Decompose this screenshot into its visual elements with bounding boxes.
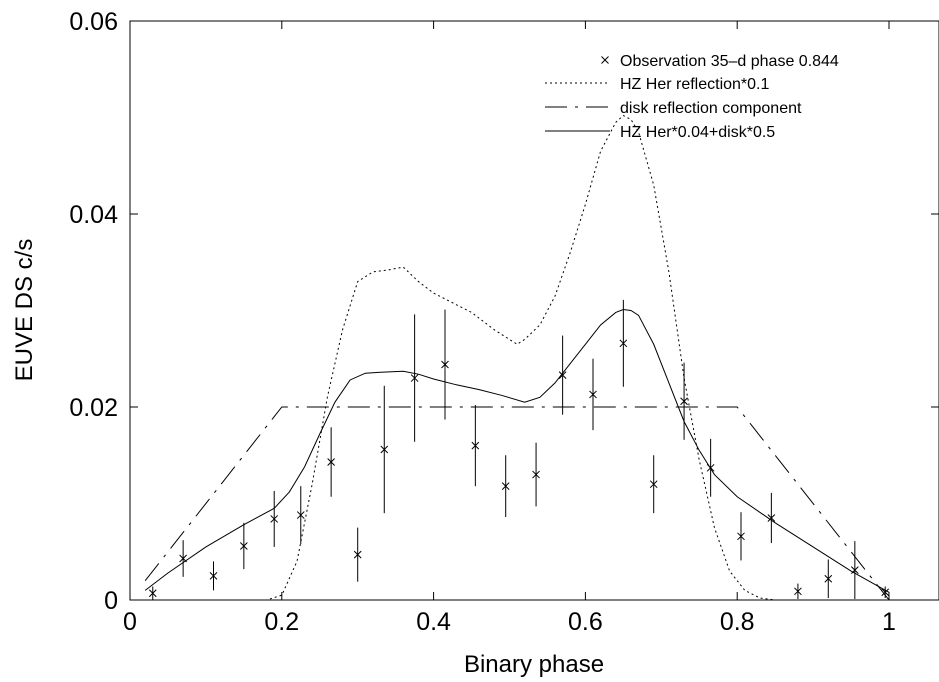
x-tick-label: 0.2 — [264, 608, 299, 636]
y-tick-label: 0.02 — [69, 394, 118, 422]
data-point — [209, 572, 218, 580]
legend-item: HZ Her reflection*0.1 — [545, 76, 769, 93]
data-point — [558, 371, 567, 380]
data-point — [881, 588, 890, 597]
y-tick-label: 0.04 — [69, 201, 118, 229]
series-2 — [144, 406, 890, 601]
data-point — [824, 574, 833, 583]
legend: Observation 35–d phase 0.844 HZ Her refle… — [545, 53, 839, 141]
x-tick-label: 0.6 — [568, 608, 603, 636]
data-point — [619, 339, 628, 348]
data-point — [767, 514, 776, 522]
data-point — [270, 515, 279, 523]
legend-label: disk reflection component — [620, 100, 802, 117]
legend-label: HZ Her reflection*0.1 — [620, 76, 769, 93]
x-axis-label: Binary phase — [464, 651, 604, 678]
series-1 — [145, 114, 889, 601]
data-point — [239, 542, 248, 550]
series-layer — [144, 114, 890, 601]
legend-marker — [601, 56, 609, 64]
data-point — [737, 532, 745, 541]
legend-label: Observation 35–d phase 0.844 — [620, 53, 839, 70]
series-line — [145, 114, 889, 601]
data-point — [532, 470, 540, 479]
data-point — [471, 441, 480, 450]
legend-label: HZ Her*0.04+disk*0.5 — [620, 124, 775, 141]
x-tick-label: 0 — [123, 608, 137, 636]
x-tick-label: 1 — [882, 608, 896, 636]
data-point — [589, 390, 597, 399]
data-point — [380, 445, 389, 454]
axis-ticks — [129, 20, 939, 601]
data-point — [441, 360, 449, 369]
axis-tick-labels: 0 0.2 0.4 0.6 0.8 1 0 0.02 0.04 0.06 — [69, 8, 896, 636]
data-point — [296, 511, 305, 519]
series-line — [144, 309, 890, 593]
plot-frame — [129, 20, 939, 601]
data-point — [649, 480, 658, 489]
series-line — [144, 406, 890, 601]
data-point — [794, 587, 802, 596]
data-point — [410, 374, 419, 382]
y-axis-label: EUVE DS c/s — [11, 239, 38, 382]
y-tick-label: 0 — [104, 587, 118, 615]
data-point — [680, 397, 688, 406]
x-tick-label: 0.4 — [416, 608, 451, 636]
y-tick-label: 0.06 — [69, 8, 118, 36]
data-point — [327, 458, 335, 466]
legend-item: Observation 35–d phase 0.844 — [601, 53, 839, 70]
legend-item: disk reflection component — [545, 100, 802, 117]
data-point — [501, 482, 510, 490]
data-point — [148, 589, 157, 598]
series-0 — [148, 299, 890, 600]
series-3 — [144, 309, 890, 593]
x-tick-label: 0.8 — [720, 608, 755, 636]
legend-item: HZ Her*0.04+disk*0.5 — [545, 124, 775, 141]
data-point — [353, 550, 362, 559]
